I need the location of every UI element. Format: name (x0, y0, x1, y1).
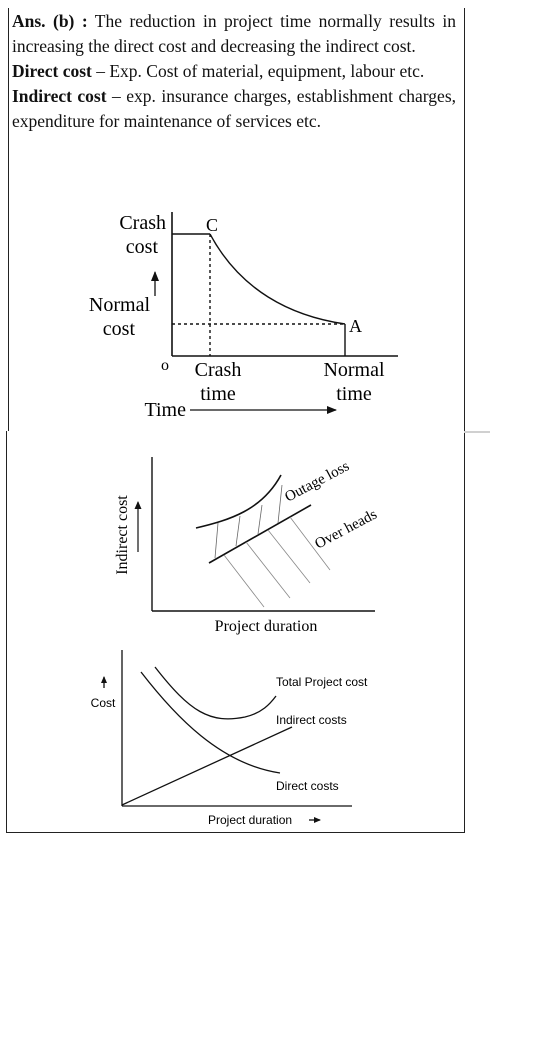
x-axis-label: Project duration (215, 618, 318, 635)
crash-cost-label-2: cost (126, 236, 159, 258)
answer-text: Ans. (b) : The reduction in project time… (12, 9, 456, 134)
normal-cost-label-1: Normal (89, 294, 151, 316)
outage-loss-label: Outage loss (282, 458, 352, 505)
answer-paragraph: Ans. (b) : The reduction in project time… (12, 9, 456, 59)
crash-time-label-2: time (200, 383, 236, 405)
total-cost-curve (154, 666, 277, 720)
outage-loss-curve (195, 474, 282, 529)
x-axis-label: Project duration (208, 813, 292, 827)
divider-mark (464, 431, 490, 433)
answer-frame-top (8, 8, 465, 431)
point-a-label: A (349, 316, 362, 336)
normal-time-label-1: Normal (323, 359, 385, 381)
y-axis-label: Indirect cost (114, 495, 131, 575)
cost-curve (209, 233, 346, 325)
project-cost-diagram: Cost Project duration Total Project cost… (91, 650, 368, 827)
direct-cost-line (121, 726, 293, 806)
indirect-cost-paragraph: Indirect cost – exp. insurance charges, … (12, 84, 456, 134)
indirect-cost-curve (140, 671, 281, 774)
time-axis-label: Time (144, 399, 186, 421)
answer-frame-bottom (6, 431, 465, 833)
direct-cost-term: Direct cost (12, 61, 92, 81)
total-cost-label: Total Project cost (276, 675, 368, 689)
answer-body: The reduction in project time normally r… (12, 11, 456, 56)
hatch-lines-lower (223, 516, 331, 608)
over-heads-line (208, 504, 312, 564)
indirect-costs-label: Indirect costs (276, 713, 347, 727)
point-c-label: C (206, 215, 218, 235)
normal-time-label-2: time (336, 383, 372, 405)
indirect-cost-text: – exp. insurance charges, establishment … (12, 86, 456, 131)
crash-time-label-1: Crash (195, 359, 242, 381)
indirect-cost-term: Indirect cost (12, 86, 107, 106)
time-cost-diagram: Crash cost Normal cost o C A Crash time … (89, 212, 398, 421)
answer-label: Ans. (b) : (12, 11, 88, 31)
direct-costs-label: Direct costs (276, 779, 339, 793)
origin-label: o (161, 357, 169, 374)
y-axis-label: Cost (91, 696, 116, 710)
normal-cost-label-2: cost (103, 318, 136, 340)
direct-cost-text: – Exp. Cost of material, equipment, labo… (91, 61, 425, 81)
direct-cost-paragraph: Direct cost – Exp. Cost of material, equ… (12, 59, 456, 84)
indirect-cost-diagram: Indirect cost Project duration Outage lo… (114, 457, 380, 635)
crash-cost-label-1: Crash (119, 212, 166, 234)
over-heads-label: Over heads (312, 506, 380, 552)
hatch-lines-upper (214, 484, 283, 559)
